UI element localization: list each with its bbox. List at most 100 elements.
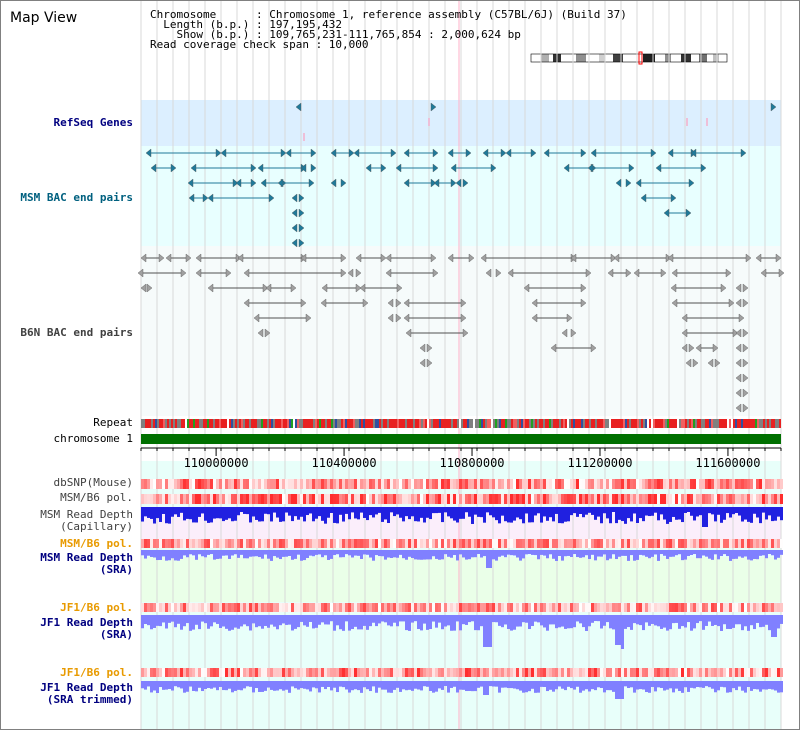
msm-bac-end-icon (563, 163, 570, 173)
b6n-bac-end-icon (585, 268, 592, 278)
b6n-bac-end-icon (570, 253, 577, 263)
msm-bac-end-icon (543, 148, 550, 158)
b6n-bac-end-icon (742, 373, 749, 383)
ideogram-band (699, 54, 707, 62)
b6n-bac-end-icon (262, 283, 269, 293)
msm-bac-end-icon (145, 148, 152, 158)
b6n-bac-end-icon (670, 283, 677, 293)
msm-bac-end-icon (291, 193, 298, 203)
b6n-bac-end-icon (265, 283, 272, 293)
b6n-bac-end-icon (531, 298, 538, 308)
b6n-bac-end-icon (225, 268, 232, 278)
b6n-bac-end-icon (305, 313, 312, 323)
msm-bac-end-icon (330, 178, 337, 188)
page-title: Map View (10, 10, 78, 26)
b6n-bac-end-icon (531, 313, 538, 323)
jf1-b6-pol-heat-strip (141, 603, 783, 612)
b6n-bac-label[interactable]: B6N BAC end pairs (20, 326, 133, 339)
b6n-bac-end-icon (355, 253, 362, 263)
b6n-bac-end-icon (419, 343, 426, 353)
ideogram-band (613, 54, 623, 62)
b6n-bac-end-icon (735, 283, 742, 293)
b6n-bac-end-icon (432, 268, 439, 278)
b6n-bac-end-icon (380, 253, 387, 263)
b6n-bac-end-icon (671, 298, 678, 308)
msm-bac-end-icon (450, 178, 457, 188)
msm-bac-end-icon (150, 163, 157, 173)
msm-bac-end-icon (403, 178, 410, 188)
b6n-bac-end-icon (419, 358, 426, 368)
b6n-bac-end-icon (447, 253, 454, 263)
repeat-label: Repeat (93, 416, 133, 429)
msm-bac-end-icon (500, 148, 507, 158)
b6n-bac-end-icon (760, 268, 767, 278)
b6n-bac-end-icon (685, 358, 692, 368)
b6n-bac-end-icon (264, 328, 271, 338)
msm-bac-end-icon (530, 148, 537, 158)
msm-bac-end-icon (232, 178, 239, 188)
chromosome-bar (141, 434, 781, 444)
msm-bac-end-icon (625, 178, 632, 188)
b6n-bac-end-icon (460, 298, 467, 308)
b6n-bac-end-icon (387, 313, 394, 323)
b6n-bac-end-icon (140, 283, 147, 293)
ruler-tick-label: 110000000 (183, 456, 249, 470)
msm-bac-end-icon (395, 163, 402, 173)
b6n-bac-end-icon (610, 253, 617, 263)
jf1-depth-trimmed-bars (141, 681, 783, 699)
b6n-bac-end-icon (688, 343, 695, 353)
ideogram-body (531, 54, 727, 62)
ruler-tick-label: 110400000 (311, 456, 377, 470)
b6n-bac-end-icon (735, 373, 742, 383)
msm-bac-end-icon (257, 163, 264, 173)
msm-bac-end-icon (688, 178, 695, 188)
b6n-bac-end-icon (660, 268, 667, 278)
msm-bac-end-icon (455, 178, 462, 188)
msm-bac-end-icon (587, 163, 594, 173)
b6n-bac-end-icon (396, 283, 403, 293)
b6n-bac-end-icon (633, 268, 640, 278)
b6n-bac-end-icon (430, 253, 437, 263)
b6n-bac-end-icon (426, 358, 433, 368)
b6n-bac-end-icon (165, 253, 172, 263)
b6n-bac-end-icon (707, 358, 714, 368)
b6n-bac-end-icon (681, 343, 688, 353)
msm-depth-sra-label: MSM Read Depth (SRA) (40, 551, 133, 576)
b6n-bac-end-icon (590, 343, 597, 353)
msm-depth-sra-bars (141, 550, 783, 568)
msm-bac-end-icon (640, 193, 647, 203)
msm-bac-end-icon (310, 148, 317, 158)
msm-bac-end-icon (380, 163, 387, 173)
chromosome-ideogram (530, 51, 728, 65)
msm-bac-end-icon (291, 223, 298, 233)
refseq-genes-label[interactable]: RefSeq Genes (53, 116, 133, 129)
b6n-bac-end-icon (607, 268, 614, 278)
msm-bac-end-icon (505, 148, 512, 158)
msm-bac-end-icon (482, 148, 489, 158)
b6n-bac-end-icon (300, 298, 307, 308)
msm-bac-end-icon (260, 178, 267, 188)
msm-bac-end-icon (365, 163, 372, 173)
msm-bac-end-icon (280, 148, 287, 158)
msm-bac-end-icon (340, 178, 347, 188)
b6n-bac-end-icon (195, 253, 202, 263)
msm-bac-label[interactable]: MSM BAC end pairs (20, 191, 133, 204)
b6n-bac-end-icon (485, 268, 492, 278)
b6n-bac-end-icon (426, 343, 433, 353)
ideogram-outline (530, 53, 728, 63)
b6n-bac-end-icon (745, 253, 752, 263)
b6n-bac-end-icon (320, 298, 327, 308)
b6n-bac-end-icon (146, 283, 153, 293)
b6n-bac-end-icon (137, 268, 144, 278)
msm-bac-end-icon (298, 238, 305, 248)
b6n-bac-end-icon (550, 343, 557, 353)
b6n-bac-end-icon (695, 343, 702, 353)
b6n-bac-end-icon (460, 313, 467, 323)
b6n-bac-end-icon (692, 358, 699, 368)
msm-bac-end-icon (615, 178, 622, 188)
b6n-bac-end-icon (362, 298, 369, 308)
jf1-b6-pol-label: JF1/B6 pol. (60, 601, 133, 614)
refseq-marker-icon (770, 102, 777, 112)
refseq-marker-icon (430, 102, 437, 112)
